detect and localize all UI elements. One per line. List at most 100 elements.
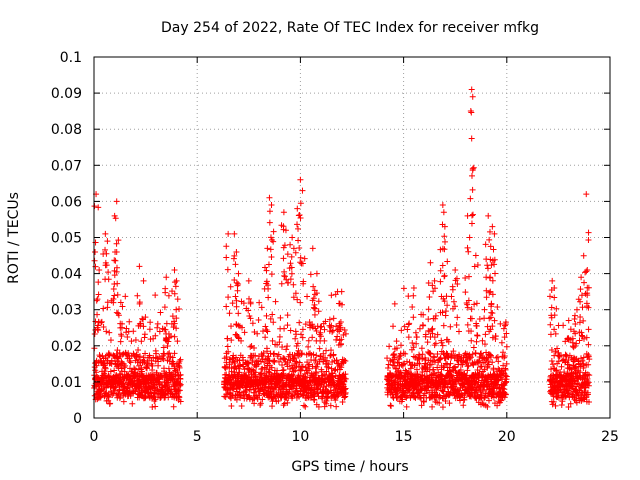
data-point [454,280,461,287]
data-point [328,292,335,299]
data-point [296,319,303,326]
data-point [136,299,143,306]
data-point [290,281,297,288]
data-point [468,315,475,322]
data-point [583,268,590,275]
y-tick-label: 0.03 [51,303,82,319]
data-point [245,360,252,367]
data-point [400,285,407,292]
data-point [465,362,472,369]
data-point [565,390,572,397]
data-point [265,261,272,268]
data-point [481,315,488,322]
data-point [104,238,111,245]
data-point [254,330,261,337]
data-point [552,348,559,355]
data-point [270,238,277,245]
data-point [141,334,148,341]
data-point [322,318,329,325]
data-point [268,271,275,278]
data-point [152,396,159,403]
data-point [420,322,427,329]
data-point [139,315,146,322]
data-point [110,285,117,292]
data-point [447,323,454,330]
data-point [298,351,305,358]
data-point [410,344,417,351]
data-point [233,331,240,338]
data-point [100,324,107,331]
data-point [464,304,471,311]
data-point [267,246,274,253]
data-point [297,367,304,374]
data-point [445,338,452,345]
data-point [279,344,286,351]
data-point [106,351,113,358]
data-point [425,306,432,313]
data-point [411,361,418,368]
data-point [325,393,332,400]
data-point [247,315,254,322]
data-point [413,366,420,373]
data-point [158,372,165,379]
data-point [231,230,238,237]
data-point [287,356,294,363]
data-point [297,259,304,266]
data-point [122,293,129,300]
data-point [498,397,505,404]
data-point [453,321,460,328]
data-point [284,279,291,286]
data-point [330,377,337,384]
data-point [431,277,438,284]
data-point [584,290,591,297]
data-point [440,295,447,302]
data-point [405,387,412,394]
data-point [232,293,239,300]
data-point [301,255,308,262]
data-point [231,276,238,283]
data-point [447,360,454,367]
data-point [240,363,247,370]
data-point [585,229,592,236]
data-point [468,86,475,93]
data-point [491,261,498,268]
data-point [171,320,178,327]
data-point [501,334,508,341]
data-point [297,176,304,183]
data-point [297,254,304,261]
data-point [441,223,448,230]
data-point [309,334,316,341]
data-point [425,279,432,286]
data-point [152,403,159,410]
data-point [421,390,428,397]
data-point [162,336,169,343]
data-point [328,347,335,354]
data-point [502,372,509,379]
data-point [252,352,259,359]
data-point [427,259,434,266]
data-point [434,350,441,357]
data-point [120,398,127,405]
data-point [484,323,491,330]
data-point [284,343,291,350]
y-axis-ticks: 0 0.01 0.02 0.03 0.04 0.05 0.06 0.07 0.08 0.09 0.1 [51,50,610,427]
data-point [287,276,294,283]
data-point [584,266,591,273]
data-point [393,338,400,345]
data-point [292,249,299,256]
data-point [306,361,313,368]
data-point [390,323,397,330]
data-point [233,321,240,328]
data-point [428,326,435,333]
data-point [310,351,317,358]
data-point [315,308,322,315]
data-point [427,350,434,357]
data-point [251,344,258,351]
data-point [297,215,304,222]
data-point [102,230,109,237]
y-tick-label: 0.05 [51,231,82,247]
data-point [313,328,320,335]
data-point [268,202,275,209]
data-point [578,332,585,339]
data-point [297,299,304,306]
